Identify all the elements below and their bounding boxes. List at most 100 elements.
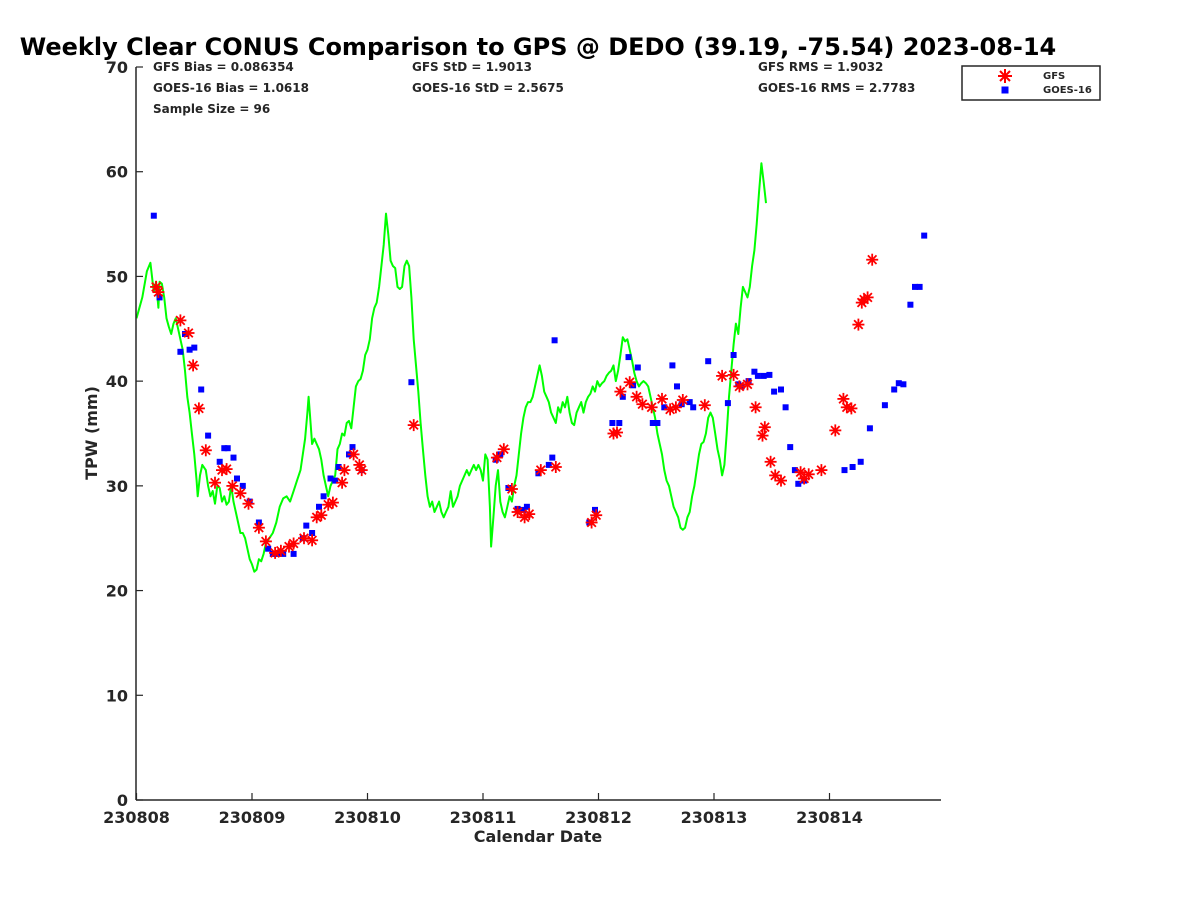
x-tick-label: 230811: [450, 808, 517, 827]
legend-gfs-marker: [998, 69, 1012, 83]
gfs-point: [336, 476, 349, 489]
goes-point: [754, 372, 761, 379]
gfs-point: [355, 464, 368, 477]
gfs-point: [815, 464, 828, 477]
gfs-point: [259, 535, 272, 548]
legend-goes-label: GOES-16: [1043, 85, 1092, 96]
goes-point: [150, 212, 157, 219]
goes-point: [205, 432, 212, 439]
gfs-point: [298, 532, 310, 545]
chart-title: Weekly Clear CONUS Comparison to GPS @ D…: [20, 33, 1057, 61]
gfs-point: [490, 451, 503, 464]
gfs-point: [315, 509, 328, 522]
goes-point: [616, 420, 623, 426]
goes-point: [661, 404, 668, 411]
gfs-point: [623, 376, 636, 389]
x-tick-label: 230810: [334, 808, 401, 827]
gfs-point: [407, 419, 420, 432]
gfs-point: [698, 399, 711, 412]
gfs-point: [549, 461, 562, 473]
goes-point: [654, 420, 661, 426]
goes-point: [724, 400, 731, 407]
goes-point: [505, 485, 512, 491]
y-tick-label: 10: [106, 686, 128, 705]
gfs-point: [636, 398, 649, 411]
gfs-point: [199, 444, 212, 457]
y-tick-label: 70: [106, 58, 128, 77]
gfs-bias-stat: GFS Bias = 0.086354: [153, 60, 294, 74]
y-tick-label: 0: [117, 791, 128, 810]
goes-point: [186, 346, 193, 353]
goes-point: [857, 458, 864, 465]
gps-line: [135, 162, 767, 573]
goes-point: [900, 381, 907, 388]
y-tick-label: 50: [106, 267, 128, 286]
y-tick-label: 20: [106, 582, 128, 601]
y-tick-label: 60: [106, 163, 128, 182]
gfs-point: [866, 253, 879, 266]
goes-point: [916, 283, 923, 290]
goes-point: [705, 358, 712, 365]
goes-point: [309, 530, 316, 536]
y-tick-label: 30: [106, 477, 128, 496]
goes-point: [609, 420, 616, 426]
gfs-point: [287, 537, 300, 550]
gfs-point: [764, 455, 777, 468]
gfs-point: [511, 506, 524, 518]
goes-point: [921, 232, 928, 239]
goes-point: [634, 364, 641, 371]
gfs-point: [802, 468, 815, 481]
x-tick-label: 230814: [796, 808, 863, 827]
y-axis-label: TPW (mm): [82, 386, 101, 480]
goes-point: [316, 503, 322, 510]
gfs-std-stat: GFS StD = 1.9013: [412, 60, 532, 74]
gfs-point: [775, 474, 787, 487]
gfs-point: [274, 544, 287, 557]
goes-point: [782, 404, 789, 411]
goes-point: [866, 425, 873, 432]
goes-point: [327, 475, 334, 482]
gfs-point: [226, 479, 239, 492]
gfs-point: [645, 401, 658, 414]
gfs-point: [338, 464, 351, 477]
gfs-point: [756, 429, 769, 442]
goes-point: [545, 461, 552, 468]
goes-point: [849, 464, 856, 470]
x-tick-label: 230813: [681, 808, 748, 827]
goes-point: [221, 445, 228, 452]
goes-point: [182, 331, 188, 337]
gfs-point: [611, 426, 623, 439]
goes-point: [678, 401, 685, 408]
goes-point: [408, 379, 415, 386]
goes-point: [303, 522, 310, 529]
gfs-point: [630, 390, 643, 403]
gfs-point: [758, 421, 771, 434]
gfs-point: [187, 359, 200, 372]
goes-point: [332, 477, 339, 484]
legend-box: [961, 65, 1101, 101]
goes-point: [787, 444, 794, 451]
gfs-point: [852, 318, 865, 331]
gfs-point: [733, 380, 746, 393]
goes-point: [239, 482, 246, 489]
goes-point: [745, 378, 752, 385]
gfs-point: [306, 534, 319, 547]
gfs-point: [861, 291, 874, 304]
goes-point: [619, 393, 626, 400]
gfs-point: [192, 402, 205, 415]
y-tick-label: 40: [106, 372, 128, 391]
goes-point: [191, 344, 198, 351]
goes-point: [669, 362, 676, 369]
goes-point: [778, 386, 784, 393]
goes-point: [907, 301, 914, 308]
goes-point: [198, 386, 205, 393]
goes-point: [760, 372, 767, 379]
gfs-point: [497, 443, 510, 456]
goes-point: [895, 380, 902, 387]
goes-point: [592, 506, 598, 513]
gfs-point: [505, 483, 518, 495]
legend-goes-marker: [1001, 86, 1009, 94]
gfs-point: [585, 516, 598, 529]
gfs-point: [749, 401, 762, 414]
goes-point: [751, 368, 758, 375]
